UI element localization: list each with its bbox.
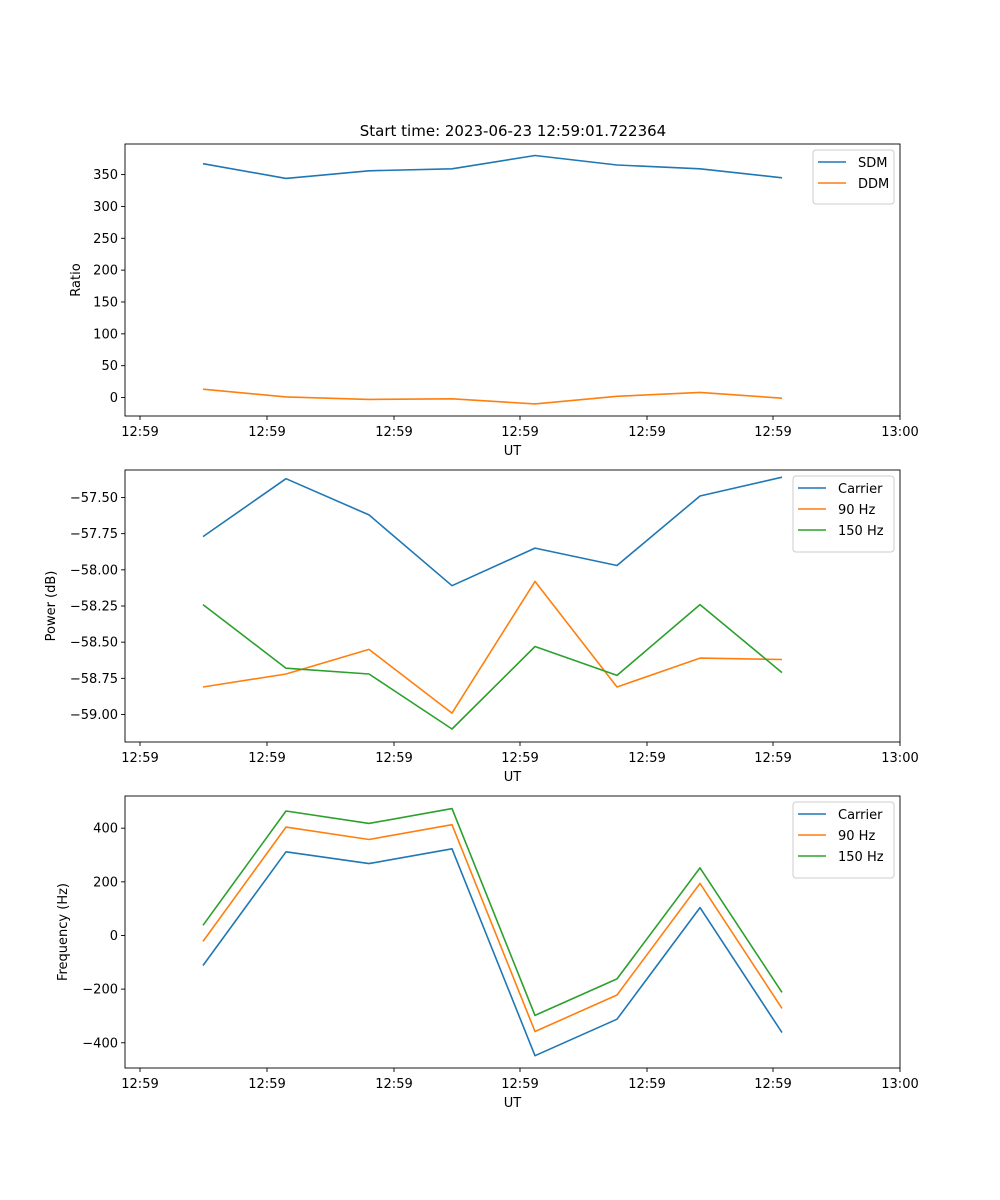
x-tick-label: 13:00: [881, 425, 918, 440]
x-axis-label: UT: [504, 1096, 522, 1111]
chart-title: Start time: 2023-06-23 12:59:01.722364: [360, 122, 666, 140]
y-tick-label: 100: [93, 327, 118, 342]
legend: Carrier 90 Hz 150 Hz: [792, 801, 895, 879]
y-tick-label: −58.75: [70, 672, 118, 687]
legend-box: [792, 801, 895, 879]
y-tick-label: 50: [101, 359, 118, 374]
series-line-90-hz: [202, 580, 783, 714]
y-tick-label: 400: [93, 822, 118, 837]
legend-label: SDM: [858, 156, 887, 171]
y-tick-label: −58.00: [70, 563, 118, 578]
y-tick-label: 0: [110, 929, 118, 944]
y-tick-label: −58.25: [70, 600, 118, 615]
x-tick-label: 12:59: [628, 751, 665, 766]
chart-panel-2: 12:59 12:59 12:59 12:59 12:59 12:59 13:00 −59.0…: [44, 469, 919, 785]
x-tick-label: 12:59: [628, 1077, 665, 1092]
x-tick-label: 12:59: [375, 425, 412, 440]
series-line-150-hz: [202, 807, 783, 1017]
x-tick-label: 12:59: [501, 1077, 538, 1092]
x-tick-label: 12:59: [248, 751, 285, 766]
series-line-ddm: [202, 388, 783, 405]
y-tick-label: 0: [110, 391, 118, 406]
y-tick-label: 150: [93, 295, 118, 310]
x-tick-label: 12:59: [248, 1077, 285, 1092]
y-tick-label: −400: [82, 1036, 118, 1051]
y-tick-label: −57.75: [70, 527, 118, 542]
x-tick-label: 12:59: [121, 425, 158, 440]
series-line-90-hz: [202, 823, 783, 1033]
plot-frame: [124, 143, 901, 417]
y-axis-label: Power (dB): [44, 571, 59, 642]
legend-label: 90 Hz: [838, 503, 875, 518]
series-line-carrier: [202, 847, 783, 1057]
x-tick-label: 12:59: [754, 751, 791, 766]
y-tick-label: −59.00: [70, 708, 118, 723]
chart-panel-1: 12:59 12:59 12:59 12:59 12:59 12:59 13:00 0 50 10…: [69, 143, 919, 459]
y-tick-label: 350: [93, 168, 118, 183]
legend-label: 90 Hz: [838, 829, 875, 844]
y-tick-label: −58.50: [70, 636, 118, 651]
chart-panel-3: 12:59 12:59 12:59 12:59 12:59 12:59 13:00 −400 −…: [56, 795, 919, 1111]
legend-label: DDM: [858, 177, 889, 192]
x-tick-label: 12:59: [501, 751, 538, 766]
legend-label: 150 Hz: [838, 850, 884, 865]
legend: Carrier 90 Hz 150 Hz: [792, 475, 895, 553]
legend-box: [792, 475, 895, 553]
x-tick-label: 12:59: [501, 425, 538, 440]
x-tick-label: 12:59: [375, 751, 412, 766]
x-tick-label: 12:59: [754, 1077, 791, 1092]
series-line-150-hz: [202, 603, 783, 730]
y-axis-label: Ratio: [69, 263, 84, 296]
x-tick-label: 12:59: [628, 425, 665, 440]
legend-box: [812, 149, 895, 205]
x-tick-label: 12:59: [754, 425, 791, 440]
x-tick-label: 12:59: [375, 1077, 412, 1092]
y-tick-label: 200: [93, 875, 118, 890]
x-tick-label: 13:00: [881, 751, 918, 766]
series-line-sdm: [202, 154, 783, 180]
x-tick-label: 13:00: [881, 1077, 918, 1092]
legend-label: Carrier: [838, 808, 883, 823]
x-tick-label: 12:59: [248, 425, 285, 440]
y-tick-label: −200: [82, 983, 118, 998]
y-tick-label: 250: [93, 232, 118, 247]
y-tick-label: 200: [93, 264, 118, 279]
y-axis-label: Frequency (Hz): [56, 883, 71, 981]
legend-label: 150 Hz: [838, 524, 884, 539]
x-tick-label: 12:59: [121, 751, 158, 766]
legend: SDM DDM: [812, 149, 895, 205]
y-tick-label: −57.50: [70, 491, 118, 506]
plot-frame: [124, 795, 901, 1069]
series-line-carrier: [202, 476, 783, 587]
x-axis-label: UT: [504, 444, 522, 459]
x-tick-label: 12:59: [121, 1077, 158, 1092]
legend-label: Carrier: [838, 482, 883, 497]
y-tick-label: 300: [93, 200, 118, 215]
x-axis-label: UT: [504, 770, 522, 785]
